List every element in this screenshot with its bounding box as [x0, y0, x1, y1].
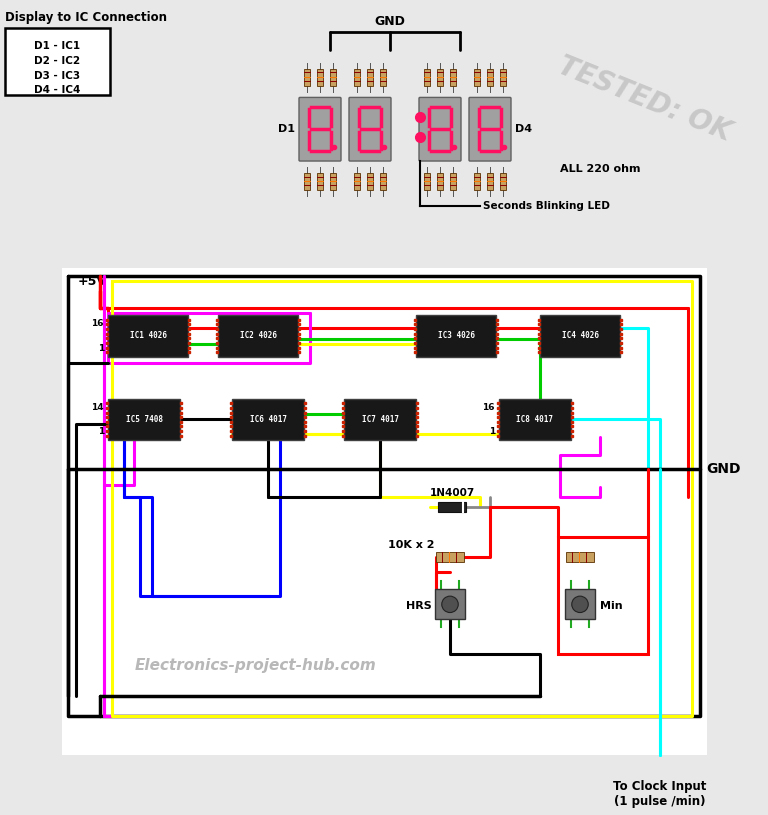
Text: IC3 4026: IC3 4026: [438, 332, 475, 341]
Text: D1: D1: [278, 124, 295, 134]
Text: To Clock Input
(1 pulse /min): To Clock Input (1 pulse /min): [614, 780, 707, 808]
Text: HRS: HRS: [406, 601, 432, 611]
Text: TESTED: OK: TESTED: OK: [554, 52, 736, 147]
Bar: [304, 69, 310, 86]
Bar: [218, 315, 298, 357]
Text: 1: 1: [488, 427, 495, 436]
Bar: [566, 552, 594, 562]
Bar: [354, 69, 360, 86]
Bar: [436, 552, 464, 562]
Text: GND: GND: [375, 15, 406, 29]
Text: 16: 16: [91, 319, 104, 328]
Text: ALL 220 ohm: ALL 220 ohm: [560, 164, 641, 174]
Bar: [108, 315, 188, 357]
FancyBboxPatch shape: [299, 98, 341, 161]
Bar: [438, 502, 466, 512]
Bar: [108, 399, 180, 440]
Bar: [354, 174, 360, 191]
Text: D1 - IC1: D1 - IC1: [34, 41, 80, 51]
Text: IC4 4026: IC4 4026: [561, 332, 598, 341]
Bar: [5, 28, 110, 95]
Bar: [330, 69, 336, 86]
Circle shape: [442, 596, 458, 613]
Bar: [565, 589, 595, 619]
Bar: [232, 399, 304, 440]
Bar: [416, 315, 496, 357]
Text: D3 - IC3: D3 - IC3: [34, 71, 80, 81]
FancyBboxPatch shape: [349, 98, 391, 161]
Bar: [558, 537, 648, 654]
Bar: [62, 268, 707, 756]
Text: IC8 4017: IC8 4017: [517, 415, 554, 424]
Bar: [500, 174, 506, 191]
Text: 1: 1: [98, 344, 104, 353]
Text: IC7 4017: IC7 4017: [362, 415, 399, 424]
Bar: [450, 69, 456, 86]
Bar: [380, 174, 386, 191]
Bar: [344, 399, 416, 440]
Text: IC1 4026: IC1 4026: [130, 332, 167, 341]
Bar: [424, 69, 430, 86]
Text: Min: Min: [600, 601, 623, 611]
Text: D4: D4: [515, 124, 532, 134]
Text: 10K x 2: 10K x 2: [388, 540, 435, 549]
Text: GND: GND: [706, 462, 740, 476]
Bar: [435, 589, 465, 619]
Circle shape: [571, 596, 588, 613]
Text: 16: 16: [482, 403, 495, 412]
Bar: [437, 174, 443, 191]
Text: Display to IC Connection: Display to IC Connection: [5, 11, 167, 24]
FancyBboxPatch shape: [469, 98, 511, 161]
Bar: [317, 69, 323, 86]
Text: Seconds Blinking LED: Seconds Blinking LED: [483, 200, 610, 211]
Text: 14: 14: [91, 403, 104, 412]
Text: D2 - IC2: D2 - IC2: [34, 55, 80, 66]
Bar: [437, 69, 443, 86]
Bar: [330, 174, 336, 191]
Text: IC5 7408: IC5 7408: [125, 415, 163, 424]
Text: +5V: +5V: [78, 275, 107, 288]
Bar: [474, 69, 480, 86]
FancyBboxPatch shape: [419, 98, 461, 161]
Bar: [474, 174, 480, 191]
Bar: [367, 69, 373, 86]
Bar: [424, 174, 430, 191]
Text: 1: 1: [98, 427, 104, 436]
Text: 1N4007: 1N4007: [429, 488, 475, 498]
Bar: [367, 174, 373, 191]
Text: Electronics-project-hub.com: Electronics-project-hub.com: [135, 659, 377, 673]
Bar: [540, 315, 620, 357]
Bar: [487, 174, 493, 191]
Text: IC6 4017: IC6 4017: [250, 415, 286, 424]
Text: D4 - IC4: D4 - IC4: [34, 86, 80, 95]
Bar: [499, 399, 571, 440]
Bar: [304, 174, 310, 191]
Bar: [380, 69, 386, 86]
Bar: [317, 174, 323, 191]
Bar: [500, 69, 506, 86]
Bar: [487, 69, 493, 86]
Text: IC2 4026: IC2 4026: [240, 332, 276, 341]
Bar: [450, 174, 456, 191]
